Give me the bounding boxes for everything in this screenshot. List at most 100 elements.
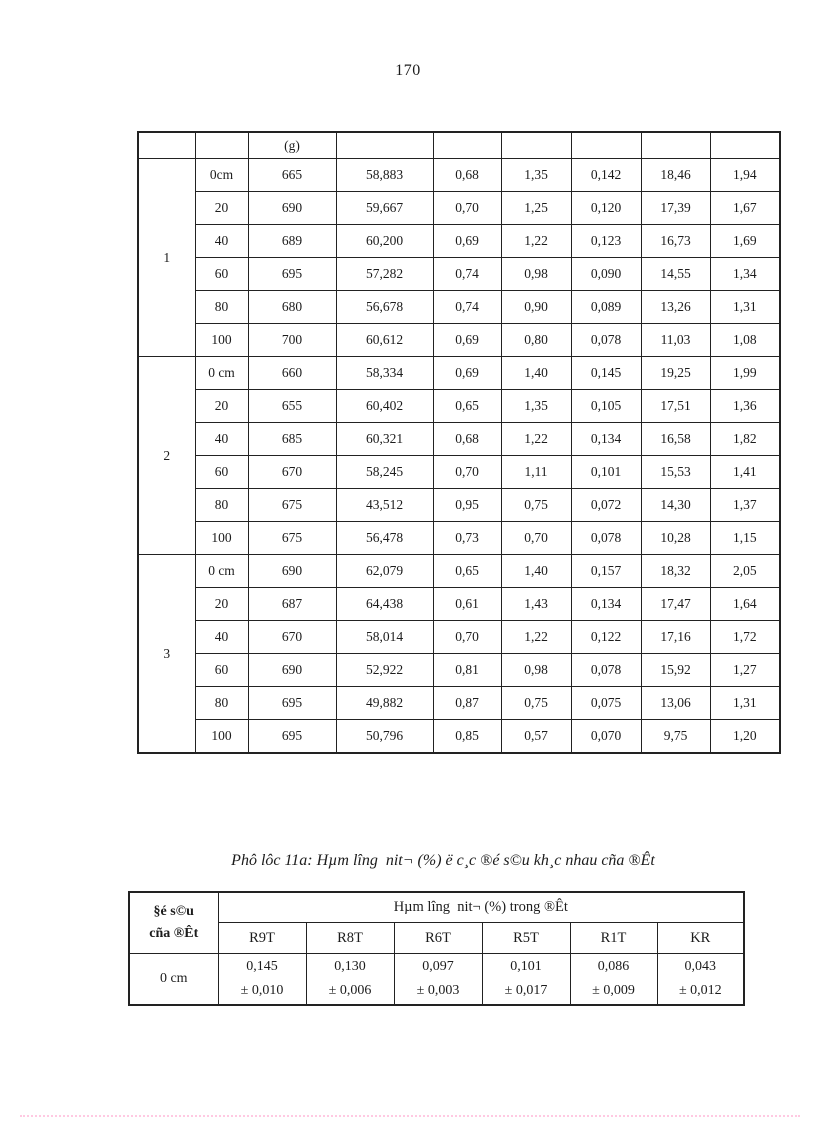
table-cell: 1,08 bbox=[709, 323, 781, 357]
table-cell: 17,47 bbox=[640, 587, 711, 621]
table-row: 40 670 58,014 0,70 1,22 0,122 17,16 1,72 bbox=[138, 620, 781, 654]
table-cell: 100 bbox=[194, 323, 249, 357]
table-cell: 0,70 bbox=[500, 521, 572, 555]
table-cell: 16,73 bbox=[640, 224, 711, 258]
table-cell: 1,25 bbox=[500, 191, 572, 225]
table-cell: 0,090 bbox=[570, 257, 642, 291]
table-cell: 60,321 bbox=[335, 422, 434, 456]
table-cell: 695 bbox=[247, 257, 337, 291]
value-cell-r6t: 0,097 ± 0,003 bbox=[393, 953, 483, 1006]
table-cell: 0,68 bbox=[432, 158, 502, 192]
nitrogen-content-table: §é s©u cña ®Êt Hµm lîng nit¬ (%) trong ®… bbox=[128, 891, 746, 1006]
table-cell: 0,98 bbox=[500, 653, 572, 687]
table-cell: 0,61 bbox=[432, 587, 502, 621]
sample-group-label: 1 bbox=[137, 158, 196, 357]
table-cell: 19,25 bbox=[640, 356, 711, 390]
table-cell: 690 bbox=[247, 653, 337, 687]
page-number: 170 bbox=[395, 62, 421, 79]
table-cell: 0,145 bbox=[570, 356, 642, 390]
nitrogen-group-header: Hµm lîng nit¬ (%) trong ®Êt bbox=[217, 891, 745, 923]
table-cell: 17,16 bbox=[640, 620, 711, 654]
table-cell: 0,75 bbox=[500, 488, 572, 522]
sample-group-label: 2 bbox=[137, 356, 196, 555]
table-cell: 14,30 bbox=[640, 488, 711, 522]
value-mean: 0,086 bbox=[597, 959, 630, 974]
table-cell: 0,134 bbox=[570, 587, 642, 621]
table-cell: 2,05 bbox=[709, 554, 781, 588]
header-cell-empty bbox=[500, 131, 572, 159]
table-cell: 1,22 bbox=[500, 620, 572, 654]
column-header-r8t: R8T bbox=[305, 922, 395, 954]
table-cell: 0,81 bbox=[432, 653, 502, 687]
table-cell: 0,74 bbox=[432, 290, 502, 324]
table-row: 80 680 56,678 0,74 0,90 0,089 13,26 1,31 bbox=[138, 290, 781, 324]
depth-header-line1: §é s©u bbox=[153, 904, 194, 919]
table-cell: 0 cm bbox=[194, 356, 249, 390]
table-cell: 0,75 bbox=[500, 686, 572, 720]
table-cell: 1,27 bbox=[709, 653, 781, 687]
table-cell: 0,69 bbox=[432, 323, 502, 357]
table-cell: 1,35 bbox=[500, 158, 572, 192]
table-cell: 1,36 bbox=[709, 389, 781, 423]
value-error: ± 0,017 bbox=[504, 983, 548, 998]
value-mean: 0,130 bbox=[334, 959, 366, 974]
table-cell: 20 bbox=[194, 389, 249, 423]
table-cell: 1,15 bbox=[709, 521, 781, 555]
table-cell: 687 bbox=[247, 587, 337, 621]
table-row: 1 0cm 665 58,883 0,68 1,35 0,142 18,46 1,94 bbox=[137, 158, 781, 357]
table-cell: 52,922 bbox=[335, 653, 434, 687]
column-header-r6t: R6T bbox=[393, 922, 483, 954]
table-cell: 56,678 bbox=[335, 290, 434, 324]
value-error: ± 0,009 bbox=[592, 983, 635, 998]
table-cell: 0,072 bbox=[570, 488, 642, 522]
table-cell: 60 bbox=[194, 653, 249, 687]
header-cell-empty bbox=[570, 131, 642, 159]
table-cell: 1,20 bbox=[709, 719, 781, 754]
table-cell: 0,73 bbox=[432, 521, 502, 555]
table-cell: 60 bbox=[194, 455, 249, 489]
table-row: 60 695 57,282 0,74 0,98 0,090 14,55 1,34 bbox=[138, 257, 781, 291]
measurement-table: (g) 1 0cm 665 58,883 0,68 1,35 0,142 18,46 1,94 2… bbox=[137, 131, 781, 754]
table-cell: 1,82 bbox=[709, 422, 781, 456]
table-cell: 1,11 bbox=[500, 455, 572, 489]
table-header-row: (g) bbox=[137, 131, 781, 159]
header-cell-empty bbox=[432, 131, 502, 159]
table-cell: 665 bbox=[247, 158, 337, 192]
table-row: 60 670 58,245 0,70 1,11 0,101 15,53 1,41 bbox=[138, 455, 781, 489]
table-row: 100 695 50,796 0,85 0,57 0,070 9,75 1,20 bbox=[138, 719, 781, 754]
table-cell: 20 bbox=[194, 587, 249, 621]
table-cell: 60 bbox=[194, 257, 249, 291]
table-cell: 0,95 bbox=[432, 488, 502, 522]
table-cell: 49,882 bbox=[335, 686, 434, 720]
column-header-r5t: R5T bbox=[481, 922, 571, 954]
table-cell: 0,075 bbox=[570, 686, 642, 720]
table-cell: 0,65 bbox=[432, 389, 502, 423]
table-row: 20 690 59,667 0,70 1,25 0,120 17,39 1,67 bbox=[138, 191, 781, 225]
table-cell: 1,31 bbox=[709, 290, 781, 324]
value-error: ± 0,003 bbox=[416, 983, 460, 998]
value-cell-r1t: 0,086 ± 0,009 bbox=[569, 953, 658, 1006]
column-header-r9t: R9T bbox=[217, 922, 307, 954]
table-cell: 100 bbox=[194, 719, 249, 754]
table-cell: 16,58 bbox=[640, 422, 711, 456]
table-cell: 1,40 bbox=[500, 356, 572, 390]
table-cell: 10,28 bbox=[640, 521, 711, 555]
table-cell: 1,22 bbox=[500, 422, 572, 456]
table-cell: 0,87 bbox=[432, 686, 502, 720]
table-cell: 60,200 bbox=[335, 224, 434, 258]
table-cell: 1,72 bbox=[709, 620, 781, 654]
table-cell: 100 bbox=[194, 521, 249, 555]
table-cell: 13,26 bbox=[640, 290, 711, 324]
appendix-caption: Phô lôc 11a: Hµm lîng nit¬ (%) ë c¸c ®é … bbox=[231, 852, 655, 869]
value-error: ± 0,010 bbox=[240, 983, 284, 998]
table-row: 40 685 60,321 0,68 1,22 0,134 16,58 1,82 bbox=[138, 422, 781, 456]
table-cell: 18,46 bbox=[640, 158, 711, 192]
table-cell: 13,06 bbox=[640, 686, 711, 720]
table-cell: 0,120 bbox=[570, 191, 642, 225]
table-cell: 80 bbox=[194, 290, 249, 324]
header-cell-empty bbox=[194, 131, 249, 159]
table-cell: 0,85 bbox=[432, 719, 502, 754]
table-cell: 670 bbox=[247, 455, 337, 489]
value-mean: 0,043 bbox=[684, 959, 717, 974]
